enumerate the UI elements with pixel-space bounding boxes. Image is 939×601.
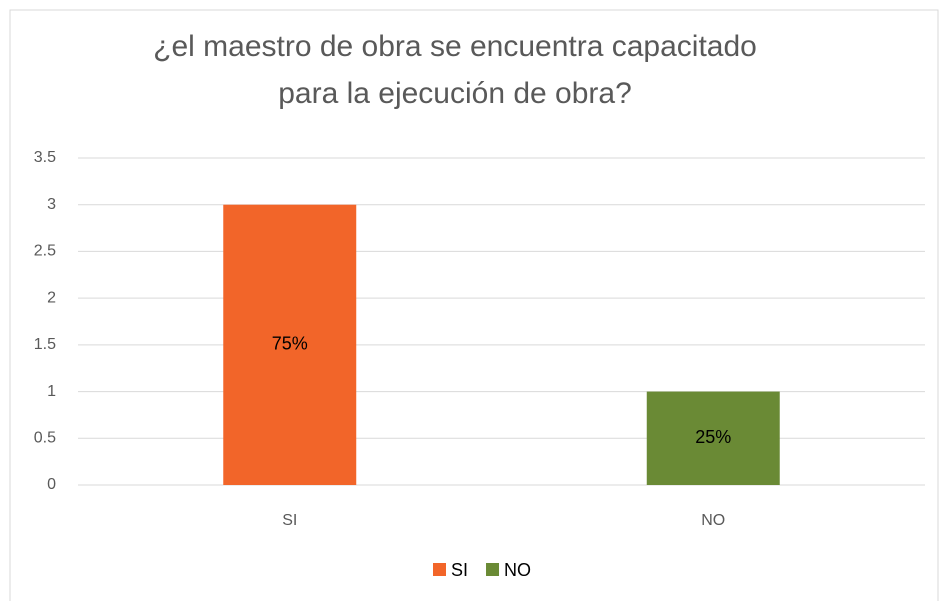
y-tick-label: 2.5: [34, 243, 56, 260]
chart-title: para la ejecución de obra?: [278, 77, 632, 110]
x-tick-label: NO: [701, 512, 725, 529]
y-tick-label: 2: [47, 289, 56, 306]
bar: [223, 204, 357, 485]
legend-label: SI: [451, 560, 468, 580]
bar: [646, 391, 780, 485]
x-tick-label: SI: [282, 512, 297, 529]
y-tick-label: 0.5: [34, 430, 56, 447]
y-tick-label: 0: [47, 476, 56, 493]
y-tick-label: 3.5: [34, 149, 56, 166]
legend-swatch: [486, 563, 500, 576]
chart-title: ¿el maestro de obra se encuentra capacit…: [153, 30, 757, 63]
data-label: 75%: [272, 334, 308, 354]
y-tick-label: 1.5: [34, 336, 56, 353]
chart-frame: [9, 9, 939, 601]
data-label: 25%: [695, 427, 731, 447]
y-tick-label: 1: [47, 383, 56, 400]
y-tick-label: 3: [47, 196, 56, 213]
legend-swatch: [433, 563, 446, 576]
legend-label: NO: [504, 560, 531, 580]
